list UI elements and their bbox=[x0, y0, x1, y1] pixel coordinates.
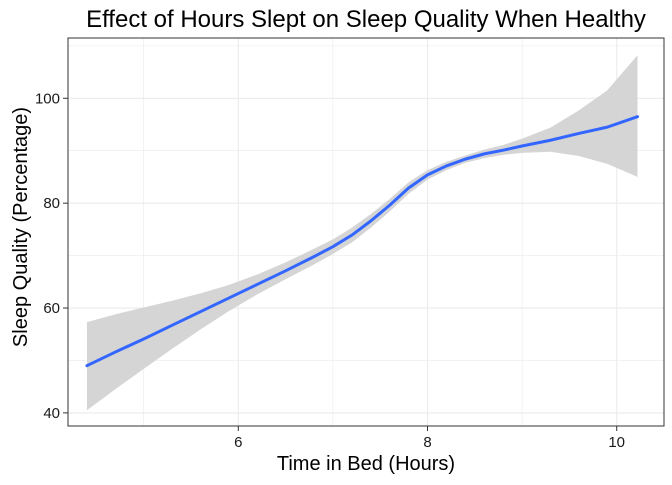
y-tick-label: 60 bbox=[43, 300, 60, 317]
y-tick-label: 100 bbox=[35, 90, 60, 107]
y-axis-title: Sleep Quality (Percentage) bbox=[10, 107, 32, 347]
y-tick-label: 80 bbox=[43, 195, 60, 212]
x-tick-label: 10 bbox=[608, 434, 625, 451]
x-tick-label: 8 bbox=[423, 434, 431, 451]
chart-title: Effect of Hours Slept on Sleep Quality W… bbox=[86, 6, 646, 33]
plot-panel-border bbox=[67, 37, 665, 427]
confidence-band-layer bbox=[86, 55, 638, 411]
x-axis-title: Time in Bed (Hours) bbox=[277, 453, 455, 475]
confidence-band bbox=[86, 55, 638, 411]
trend-line-layer bbox=[85, 115, 640, 368]
grid-layer bbox=[68, 38, 664, 426]
trend-line bbox=[85, 115, 640, 368]
tick-layer: 6 8 10 40 60 80 100 bbox=[35, 90, 625, 451]
y-tick-label: 40 bbox=[43, 405, 60, 422]
x-tick-label: 6 bbox=[234, 434, 242, 451]
